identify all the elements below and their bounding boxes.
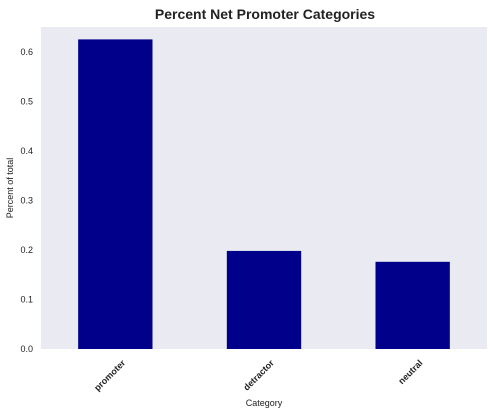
- y-tick-label: 0.3: [20, 195, 33, 205]
- y-tick-label: 0.1: [20, 294, 33, 304]
- y-tick-label: 0.4: [20, 146, 33, 156]
- y-tick-label: 0.2: [20, 245, 33, 255]
- y-tick-label: 0.0: [20, 344, 33, 354]
- x-tick-label: promoter: [92, 358, 127, 393]
- x-axis-label: Category: [246, 398, 283, 408]
- x-axis-ticks: promoter detractor neutral: [92, 358, 424, 393]
- y-tick-label: 0.6: [20, 47, 33, 57]
- bar-detractor: [226, 250, 302, 349]
- bars: [78, 39, 450, 350]
- y-axis-ticks: 0.0 0.1 0.2 0.3 0.4 0.5 0.6: [20, 47, 33, 354]
- bar-promoter: [78, 39, 153, 350]
- y-axis-label: Percent of total: [5, 158, 15, 219]
- bar-neutral: [375, 261, 450, 349]
- chart-title: Percent Net Promoter Categories: [155, 6, 375, 22]
- y-tick-label: 0.5: [20, 96, 33, 106]
- x-tick-label: neutral: [396, 358, 424, 386]
- x-tick-label: detractor: [241, 358, 276, 393]
